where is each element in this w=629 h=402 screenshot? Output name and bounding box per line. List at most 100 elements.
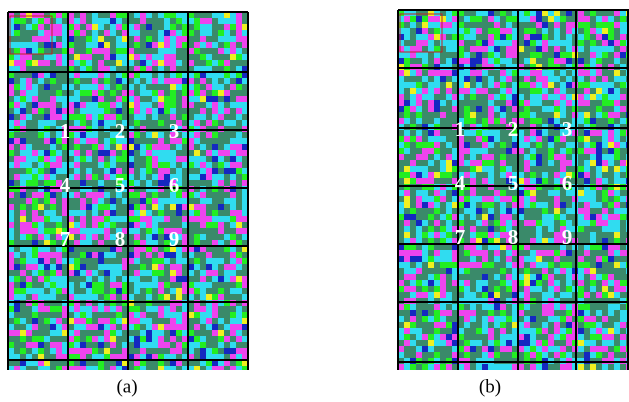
map-cell (524, 94, 530, 100)
map-cell (536, 286, 542, 292)
map-cell (488, 274, 494, 280)
map-cell (74, 84, 80, 90)
map-cell (422, 328, 428, 334)
map-cell (146, 276, 152, 282)
map-cell (494, 82, 500, 88)
map-cell (524, 100, 530, 106)
map-cell (446, 304, 452, 310)
map-cell (602, 334, 608, 340)
map-cell (134, 168, 140, 174)
map-cell (236, 60, 242, 66)
map-cell (26, 174, 32, 180)
map-cell (428, 34, 434, 40)
map-cell (116, 204, 122, 210)
map-cell (602, 46, 608, 52)
map-cell (410, 256, 416, 262)
map-cell (44, 222, 50, 228)
map-cell (104, 288, 110, 294)
map-cell (416, 328, 422, 334)
map-cell (434, 106, 440, 112)
map-cell (530, 334, 536, 340)
map-cell (194, 330, 200, 336)
map-cell (32, 30, 38, 36)
map-cell (440, 28, 446, 34)
map-cell (614, 340, 620, 346)
map-cell (620, 160, 626, 166)
map-cell (470, 142, 476, 148)
map-cell (32, 96, 38, 102)
map-cell (596, 118, 602, 124)
map-cell (584, 202, 590, 208)
map-cell (116, 54, 122, 60)
map-cell (476, 208, 482, 214)
map-cell (56, 96, 62, 102)
map-cell (554, 304, 560, 310)
map-cell (104, 234, 110, 240)
map-cell (608, 208, 614, 214)
map-cell (434, 130, 440, 136)
map-cell (146, 102, 152, 108)
map-cell (200, 342, 206, 348)
map-cell (434, 112, 440, 118)
map-cell (20, 276, 26, 282)
map-cell (464, 208, 470, 214)
map-cell (428, 148, 434, 154)
map-cell (530, 106, 536, 112)
map-cell (230, 366, 236, 370)
map-cell (14, 36, 20, 42)
map-cell (146, 36, 152, 42)
map-cell (620, 148, 626, 154)
map-cell (32, 60, 38, 66)
map-cell (416, 28, 422, 34)
map-cell (44, 336, 50, 342)
map-cell (104, 306, 110, 312)
map-cell (578, 280, 584, 286)
map-cell (560, 34, 566, 40)
map-cell (158, 198, 164, 204)
map-cell (212, 252, 218, 258)
map-cell (50, 234, 56, 240)
map-cell (104, 174, 110, 180)
map-cell (14, 348, 20, 354)
map-cell (206, 288, 212, 294)
map-cell (590, 364, 596, 370)
map-cell (14, 168, 20, 174)
map-cell (494, 262, 500, 268)
map-cell (194, 336, 200, 342)
map-cell (602, 250, 608, 256)
map-cell (74, 138, 80, 144)
map-cell (590, 328, 596, 334)
map-cell (560, 262, 566, 268)
map-cell (404, 208, 410, 214)
map-cell (554, 292, 560, 298)
map-cell (476, 268, 482, 274)
map-cell (428, 310, 434, 316)
map-cell (590, 172, 596, 178)
map-cell (566, 214, 572, 220)
map-cell (494, 220, 500, 226)
map-cell (446, 190, 452, 196)
map-cell (26, 96, 32, 102)
map-cell (158, 174, 164, 180)
map-cell (218, 90, 224, 96)
map-cell (476, 220, 482, 226)
map-cell (554, 208, 560, 214)
map-cell (608, 76, 614, 82)
map-cell (194, 222, 200, 228)
map-cell (620, 226, 626, 232)
map-cell (164, 306, 170, 312)
map-cell (404, 148, 410, 154)
map-cell (590, 28, 596, 34)
map-cell (428, 136, 434, 142)
map-cell (86, 24, 92, 30)
map-cell (482, 310, 488, 316)
map-cell (428, 16, 434, 22)
map-cell (524, 340, 530, 346)
map-cell (32, 90, 38, 96)
map-cell (110, 276, 116, 282)
map-cell (536, 40, 542, 46)
map-cell (584, 232, 590, 238)
map-cell (50, 48, 56, 54)
map-cell (14, 156, 20, 162)
map-cell (620, 346, 626, 352)
